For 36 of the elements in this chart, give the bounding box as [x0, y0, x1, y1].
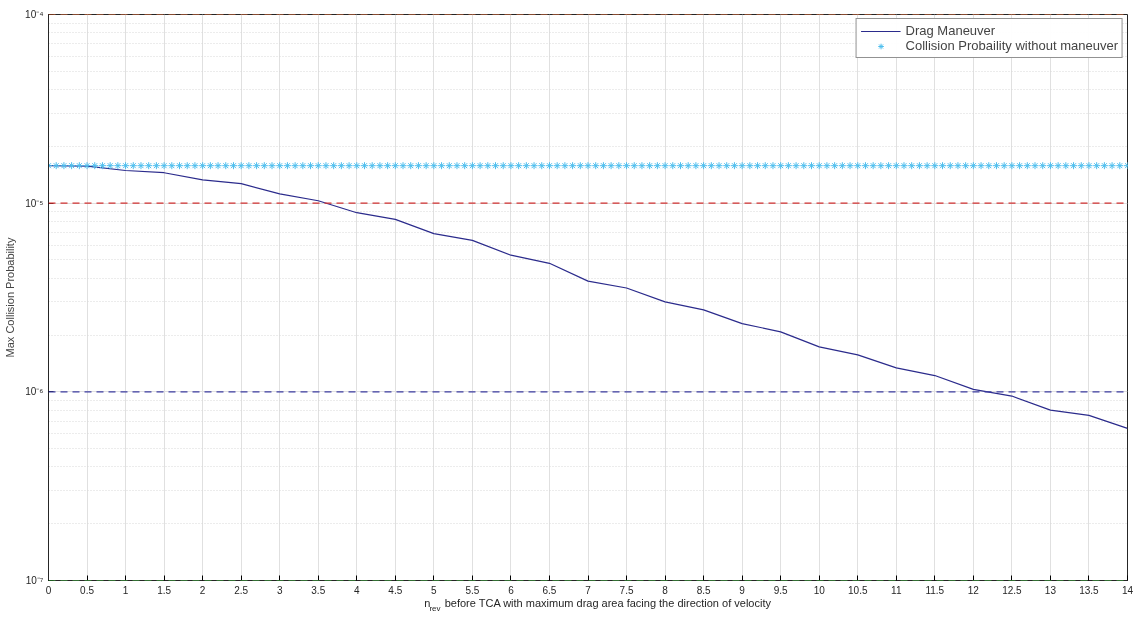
x-tick-label: 4.5 [388, 584, 403, 596]
x-tick-label: 8.5 [696, 584, 711, 596]
x-tick-label: 2 [199, 584, 206, 596]
x-tick-label: 5 [431, 584, 438, 596]
y-tick-label: 10⁻⁴ [25, 9, 44, 20]
legend-label: Collision Probaility without maneuver [905, 38, 1118, 53]
x-tick-label: 5.5 [465, 584, 480, 596]
x-tick-label: 3 [276, 584, 283, 596]
x-tick-label: 3.5 [311, 584, 326, 596]
x-tick-label: 0.5 [80, 584, 95, 596]
x-tick-label: 14 [1121, 584, 1133, 596]
x-tick-label: 12.5 [1002, 584, 1023, 596]
x-tick-label: 7.5 [619, 584, 634, 596]
x-tick-label: 10 [813, 584, 826, 596]
x-tick-label: 2.5 [234, 584, 249, 596]
x-tick-label: 12 [967, 584, 980, 596]
x-tick-label: 6 [508, 584, 515, 596]
y-axis-title: Max Collision Probability [4, 237, 17, 358]
x-tick-label: 1 [122, 584, 129, 596]
x-tick-label: 0 [45, 584, 52, 596]
y-tick-label: 10⁻⁵ [25, 197, 44, 209]
legend-label: Drag Maneuver [905, 23, 996, 38]
x-tick-label: 13.5 [1079, 584, 1100, 596]
x-tick-label: 6.5 [542, 584, 557, 596]
x-tick-label: 8 [662, 584, 669, 596]
y-tick-label: 10⁻⁷ [25, 575, 44, 586]
x-tick-label: 10.5 [848, 584, 868, 596]
x-tick-label: 9 [739, 584, 746, 596]
y-tick-label: 10⁻⁶ [25, 386, 44, 398]
x-tick-label: 9.5 [773, 584, 789, 596]
x-tick-label: 11 [891, 584, 902, 596]
x-tick-label: 4 [354, 584, 360, 596]
x-tick-label: 1.5 [157, 584, 172, 596]
x-tick-label: 13 [1044, 584, 1057, 596]
x-tick-label: 11.5 [925, 584, 945, 596]
x-tick-label: 7 [585, 584, 592, 596]
